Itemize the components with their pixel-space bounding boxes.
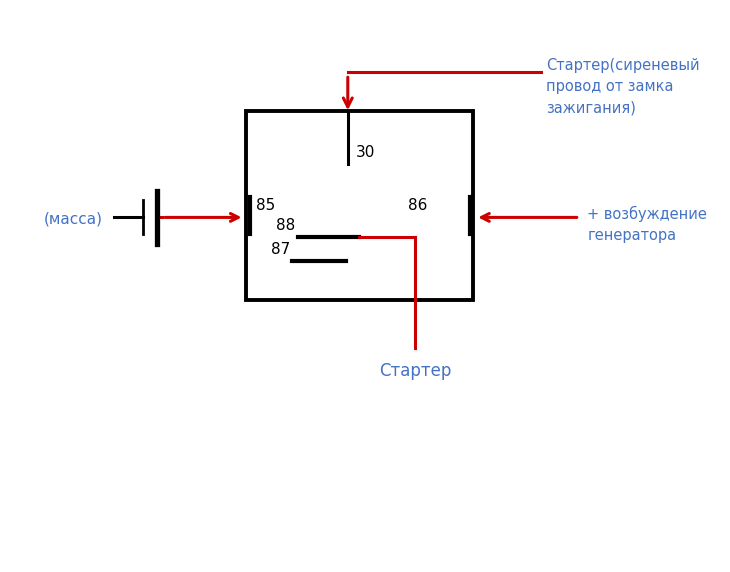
Text: 86: 86 [407,197,427,213]
Text: Стартер: Стартер [379,362,452,380]
Bar [246,111,473,300]
Text: Стартер(сиреневый
провод от замка
зажигания): Стартер(сиреневый провод от замка зажига… [546,58,699,115]
Text: 85: 85 [256,197,275,213]
Text: + возбуждение
генератора: + возбуждение генератора [588,206,707,243]
Text: (масса): (масса) [44,212,102,227]
Text: 30: 30 [356,145,375,160]
Text: 87: 87 [271,242,290,257]
Text: 88: 88 [277,218,296,233]
